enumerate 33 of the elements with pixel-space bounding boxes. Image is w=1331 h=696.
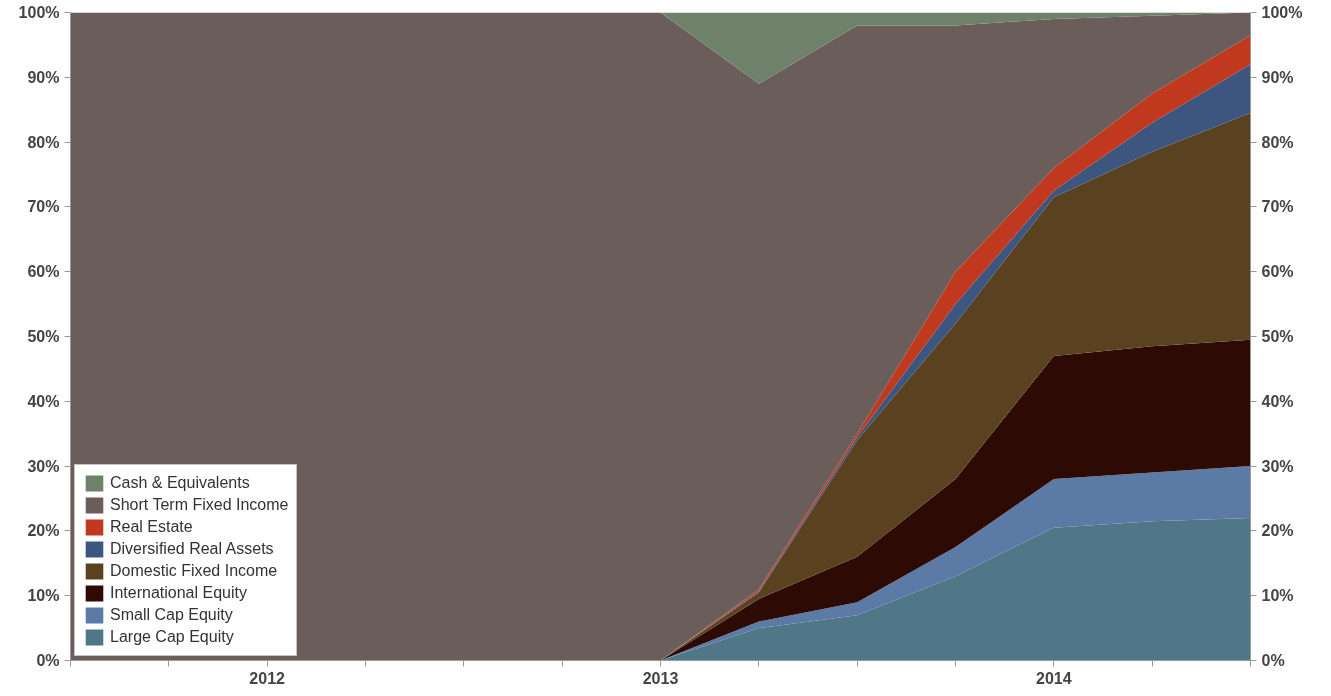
y-tick-label: 60%	[27, 263, 60, 281]
y2-tick-label: 100%	[1261, 4, 1303, 21]
legend-label: Real Estate	[110, 518, 193, 536]
y2-tick-label: 10%	[1261, 587, 1294, 605]
y2-tick-label: 80%	[1261, 133, 1294, 151]
x-tick-label: 2012	[249, 669, 286, 687]
legend-label: Short Term Fixed Income	[110, 496, 289, 514]
y2-tick-label: 50%	[1261, 328, 1294, 345]
x-tick-label: 2013	[642, 669, 679, 687]
y2-tick-label: 60%	[1261, 263, 1294, 281]
legend-label: Cash & Equivalents	[110, 474, 250, 492]
y2-tick-label: 90%	[1261, 68, 1294, 86]
y-tick-label: 0%	[36, 652, 60, 669]
y2-tick-label: 0%	[1261, 652, 1285, 669]
y-tick-label: 10%	[27, 587, 60, 605]
y-tick-label: 40%	[27, 392, 60, 410]
legend-label: Small Cap Equity	[110, 606, 233, 624]
legend-label: Diversified Real Assets	[110, 540, 274, 558]
y-tick-label: 30%	[27, 457, 60, 475]
legend-label: Large Cap Equity	[110, 628, 234, 646]
y-tick-label: 80%	[27, 133, 60, 151]
y2-tick-label: 70%	[1261, 198, 1294, 216]
y-tick-label: 100%	[18, 4, 60, 21]
y-tick-label: 70%	[27, 198, 60, 216]
legend-label: International Equity	[110, 584, 247, 602]
legend-label: Domestic Fixed Income	[110, 562, 278, 580]
y-tick-label: 50%	[27, 328, 60, 345]
y2-tick-label: 30%	[1261, 457, 1294, 475]
y-tick-label: 20%	[27, 522, 60, 540]
y2-tick-label: 20%	[1261, 522, 1294, 540]
x-tick-label: 2014	[1036, 669, 1072, 687]
y-tick-label: 90%	[27, 68, 60, 86]
y2-tick-label: 40%	[1261, 392, 1294, 410]
